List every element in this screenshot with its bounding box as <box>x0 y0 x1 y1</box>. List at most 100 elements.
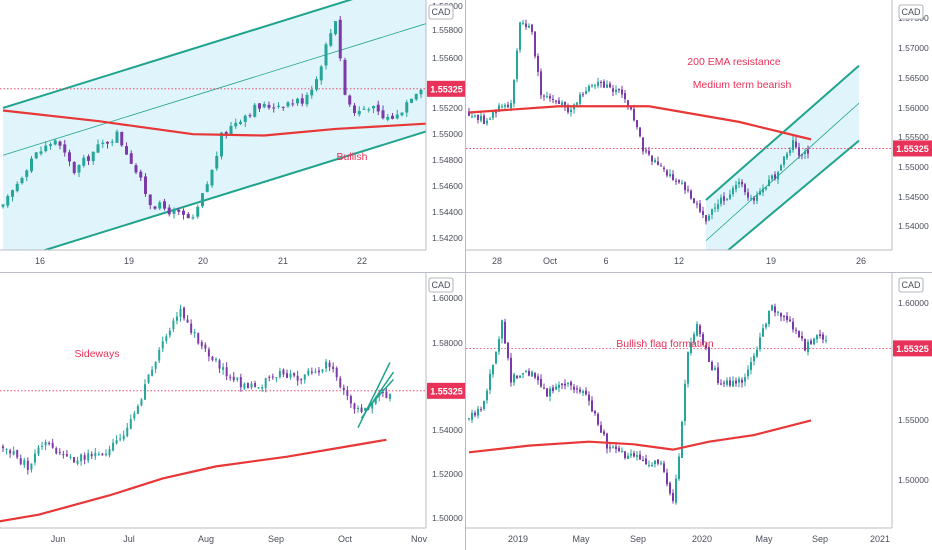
chart-panel-top-left[interactable]: 1.560001.558001.556001.554001.552001.550… <box>0 0 465 272</box>
candle[interactable] <box>729 376 731 388</box>
candle[interactable] <box>410 98 413 104</box>
candle[interactable] <box>2 444 4 452</box>
candle[interactable] <box>339 375 342 389</box>
candle[interactable] <box>385 387 388 399</box>
candle[interactable] <box>11 189 14 202</box>
candle[interactable] <box>257 387 260 390</box>
candle[interactable] <box>552 384 554 394</box>
plot-area[interactable] <box>0 304 426 527</box>
candle[interactable] <box>774 303 776 317</box>
candle[interactable] <box>669 169 671 178</box>
candle[interactable] <box>474 114 476 118</box>
candle[interactable] <box>786 312 788 323</box>
candle[interactable] <box>516 48 518 83</box>
candle[interactable] <box>795 137 797 149</box>
candle[interactable] <box>82 154 86 168</box>
candle[interactable] <box>346 386 349 401</box>
candle[interactable] <box>501 319 503 344</box>
candle[interactable] <box>348 94 352 107</box>
candle[interactable] <box>1 204 5 209</box>
candle[interactable] <box>48 441 51 446</box>
candle[interactable] <box>615 85 617 96</box>
candle[interactable] <box>696 321 698 337</box>
candle[interactable] <box>591 83 593 88</box>
candle[interactable] <box>210 169 214 188</box>
candle[interactable] <box>546 388 548 397</box>
chart-bottom-right[interactable]: 1.60000 1.55000 1.50000 1.45000 2019 May Sep 20… <box>466 273 932 550</box>
candle[interactable] <box>419 88 423 99</box>
candle[interactable] <box>6 194 10 209</box>
candle[interactable] <box>321 368 324 374</box>
candle[interactable] <box>798 330 800 338</box>
candle[interactable] <box>681 179 683 185</box>
candle[interactable] <box>540 68 542 99</box>
candle[interactable] <box>807 339 809 356</box>
candle[interactable] <box>296 370 299 386</box>
chart-panel-bottom-left[interactable]: 1.600001.580001.560001.540001.520001.500… <box>0 273 465 550</box>
candle[interactable] <box>708 213 710 222</box>
candle[interactable] <box>612 444 614 449</box>
candle[interactable] <box>335 366 338 381</box>
candle[interactable] <box>110 139 114 147</box>
candle[interactable] <box>161 336 164 353</box>
candle[interactable] <box>594 410 596 416</box>
candle[interactable] <box>34 151 38 160</box>
candle[interactable] <box>307 368 310 377</box>
candle[interactable] <box>115 129 119 143</box>
candle[interactable] <box>666 468 668 487</box>
candle[interactable] <box>158 200 162 211</box>
chart-bottom-left[interactable]: 1.600001.580001.560001.540001.520001.500… <box>0 273 465 550</box>
candle[interactable] <box>597 412 599 426</box>
candle[interactable] <box>636 451 638 461</box>
candle[interactable] <box>768 310 770 327</box>
candle[interactable] <box>798 142 800 159</box>
candle[interactable] <box>618 445 620 453</box>
candle[interactable] <box>353 402 356 414</box>
candle[interactable] <box>783 314 785 322</box>
channel-lower-line[interactable] <box>706 139 860 269</box>
candle[interactable] <box>239 373 242 392</box>
candle[interactable] <box>510 352 512 387</box>
candle[interactable] <box>101 139 105 148</box>
candle[interactable] <box>264 377 267 393</box>
candle[interactable] <box>229 374 232 381</box>
candle[interactable] <box>115 435 118 445</box>
candle[interactable] <box>594 83 596 90</box>
candle[interactable] <box>528 368 530 377</box>
candle[interactable] <box>153 205 157 210</box>
candle[interactable] <box>342 384 345 396</box>
candle[interactable] <box>648 146 650 157</box>
candle[interactable] <box>289 369 292 380</box>
ema-200-line[interactable] <box>468 419 812 454</box>
candle[interactable] <box>822 332 824 344</box>
candle[interactable] <box>582 91 584 98</box>
candle[interactable] <box>120 131 124 147</box>
candle[interactable] <box>723 380 725 387</box>
candle[interactable] <box>291 99 295 107</box>
candle[interactable] <box>726 377 728 387</box>
candle[interactable] <box>651 462 653 467</box>
candle[interactable] <box>300 378 303 385</box>
candle[interactable] <box>813 337 815 346</box>
candle[interactable] <box>519 21 521 53</box>
candle[interactable] <box>801 331 803 342</box>
candle[interactable] <box>49 142 52 150</box>
candle[interactable] <box>570 105 572 117</box>
candle[interactable] <box>741 377 743 388</box>
candle[interactable] <box>783 156 785 168</box>
candle[interactable] <box>101 452 104 456</box>
candle[interactable] <box>573 383 575 394</box>
candle[interactable] <box>268 375 271 382</box>
candle[interactable] <box>750 357 752 375</box>
candle[interactable] <box>513 78 515 108</box>
candle[interactable] <box>286 369 288 379</box>
candle[interactable] <box>360 404 363 414</box>
candle[interactable] <box>645 147 647 154</box>
candle[interactable] <box>177 207 181 216</box>
candle[interactable] <box>106 141 109 149</box>
candle[interactable] <box>136 404 139 415</box>
candle[interactable] <box>648 460 650 468</box>
channel-upper-line[interactable] <box>2 0 426 109</box>
candle[interactable] <box>258 102 261 113</box>
candle[interactable] <box>693 197 695 204</box>
